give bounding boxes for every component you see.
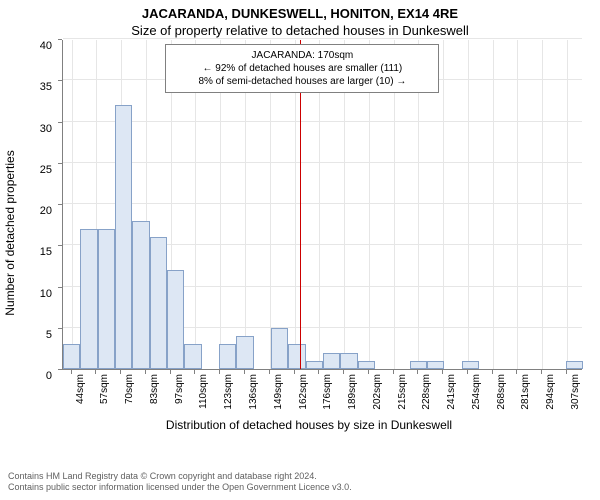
histogram-bar [323,353,340,370]
y-tick-label: 30 [40,123,52,135]
histogram-bar [132,221,149,370]
x-axis-ticks: 44sqm 57sqm 70sqm 83sqm 97sqm 110sqm 123sqm 136… [62,370,582,416]
x-tick-label: 307sqm [570,374,581,410]
annot-larger: 8% of semi-detached houses are larger (1… [172,75,432,88]
histogram-bar [566,361,583,369]
x-tick-label: 44sqm [75,374,86,404]
y-tick-label: 35 [40,81,52,93]
x-tick-label: 136sqm [248,374,259,410]
x-tick-label: 97sqm [174,374,185,404]
x-tick-label: 149sqm [273,374,284,410]
annot-smaller: ← 92% of detached houses are smaller (11… [172,62,432,75]
chart-subtitle: Size of property relative to detached ho… [0,21,600,38]
y-tick-label: 0 [46,370,52,382]
histogram-bar [340,353,357,370]
annotation-box: JACARANDA: 170sqm ← 92% of detached hous… [165,44,439,93]
x-tick-label: 215sqm [397,374,408,410]
y-axis-ticks: 0510152025303540 [28,40,58,370]
histogram-bar [98,229,115,369]
x-tick-label: 241sqm [446,374,457,410]
x-tick-label: 110sqm [198,374,209,409]
y-axis-label: Number of detached properties [3,150,17,315]
x-tick-label: 202sqm [372,374,383,410]
annot-subject: JACARANDA: 170sqm [172,49,432,62]
histogram-bar [63,344,80,369]
x-tick-label: 162sqm [298,374,309,410]
histogram-bar [80,229,97,369]
x-tick-label: 57sqm [99,374,110,404]
histogram-bar [288,344,305,369]
histogram-bar [306,361,323,369]
histogram-bar [358,361,375,369]
x-tick-label: 281sqm [520,374,531,410]
x-tick-label: 189sqm [347,374,358,410]
chart-area: Number of detached properties 0510152025… [28,40,590,426]
y-tick-label: 5 [46,329,52,341]
x-tick-label: 254sqm [471,374,482,410]
histogram-bar [167,270,184,369]
histogram-bar [462,361,479,369]
x-tick-label: 294sqm [545,374,556,410]
footnote-line1: Contains HM Land Registry data © Crown c… [8,471,352,483]
chart-container: JACARANDA, DUNKESWELL, HONITON, EX14 4RE… [0,0,600,500]
x-axis-label: Distribution of detached houses by size … [28,418,590,432]
y-tick-label: 20 [40,205,52,217]
histogram-bar [410,361,427,369]
x-tick-label: 123sqm [223,374,234,410]
y-tick-label: 40 [40,40,52,52]
footnote-line2: Contains public sector information licen… [8,482,352,494]
chart-title-address: JACARANDA, DUNKESWELL, HONITON, EX14 4RE [0,0,600,21]
histogram-bar [184,344,201,369]
histogram-bar [150,237,167,369]
histogram-bar [427,361,444,369]
x-tick-label: 228sqm [421,374,432,410]
footnote: Contains HM Land Registry data © Crown c… [8,471,352,494]
histogram-bar [236,336,253,369]
x-tick-label: 83sqm [149,374,160,404]
y-tick-label: 15 [40,246,52,258]
x-tick-label: 176sqm [322,374,333,410]
x-tick-label: 268sqm [496,374,507,410]
x-tick-label: 70sqm [124,374,135,404]
y-tick-label: 10 [40,288,52,300]
histogram-bar [115,105,132,369]
plot-region: JACARANDA: 170sqm ← 92% of detached hous… [62,40,582,370]
y-tick-label: 25 [40,164,52,176]
histogram-bar [271,328,288,369]
histogram-bar [219,344,236,369]
